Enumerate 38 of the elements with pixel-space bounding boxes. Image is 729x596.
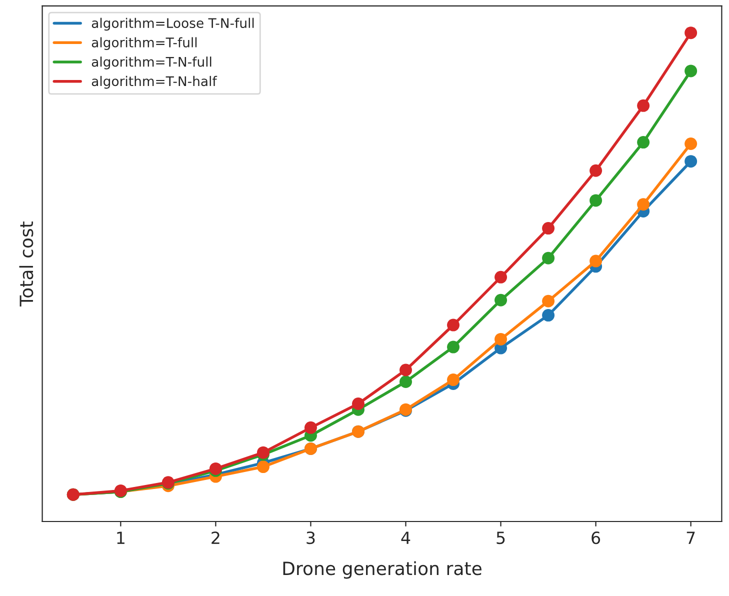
point bbox=[542, 252, 555, 264]
point bbox=[447, 374, 460, 386]
legend-label: algorithm=T-N-half bbox=[92, 76, 218, 89]
point bbox=[637, 198, 650, 211]
point bbox=[447, 340, 460, 354]
point bbox=[637, 136, 650, 149]
x-axis-title: Drone generation rate bbox=[283, 561, 482, 579]
point bbox=[494, 294, 508, 306]
point bbox=[494, 332, 508, 346]
point bbox=[542, 222, 555, 235]
legend-label: algorithm=T-N-full bbox=[92, 56, 212, 70]
legend-label: algorithm=T-full bbox=[92, 37, 197, 50]
x-tick-label: 2 bbox=[212, 532, 220, 544]
point bbox=[447, 318, 460, 332]
point bbox=[684, 64, 698, 78]
x-tick-label: 7 bbox=[686, 532, 695, 544]
point bbox=[304, 421, 317, 434]
point bbox=[684, 138, 698, 150]
x-tick-label: 3 bbox=[306, 532, 315, 544]
point bbox=[590, 194, 602, 207]
x-tick-label: 5 bbox=[496, 532, 505, 544]
point bbox=[352, 397, 364, 410]
point bbox=[684, 155, 698, 168]
point bbox=[256, 460, 270, 474]
point bbox=[494, 270, 508, 284]
legend-label: algorithm=Loose T-N-full bbox=[92, 18, 254, 31]
x-tick-label: 6 bbox=[592, 532, 600, 544]
point bbox=[590, 164, 602, 177]
point bbox=[400, 364, 412, 376]
point bbox=[542, 294, 555, 308]
x-tick-label: 4 bbox=[401, 532, 410, 544]
point bbox=[684, 26, 698, 40]
point bbox=[400, 375, 412, 388]
point bbox=[590, 254, 602, 268]
point bbox=[542, 309, 555, 322]
y-axis-title: Total cost bbox=[19, 221, 34, 306]
x-tick-label: 1 bbox=[117, 532, 124, 544]
point bbox=[637, 99, 650, 112]
